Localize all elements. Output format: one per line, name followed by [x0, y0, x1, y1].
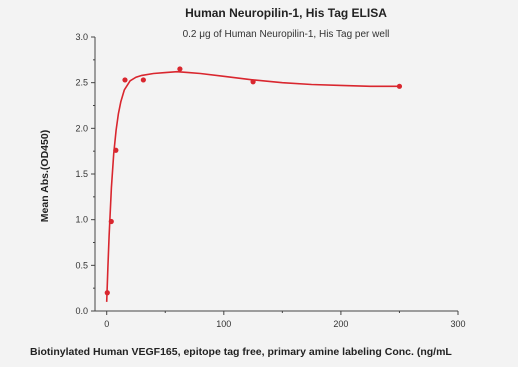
y-tick-label: 0.0 — [75, 306, 88, 316]
chart-title: Human Neuropilin-1, His Tag ELISA — [185, 6, 387, 20]
data-point — [177, 66, 183, 72]
y-tick-label: 1.0 — [75, 215, 88, 225]
x-axis-label: Biotinylated Human VEGF165, epitope tag … — [30, 346, 452, 358]
x-tick-label: 200 — [333, 319, 348, 329]
data-point — [140, 77, 146, 83]
y-tick-label: 3.0 — [75, 32, 88, 42]
data-point — [396, 83, 403, 89]
y-tick-label: 2.5 — [75, 78, 88, 88]
y-tick-label: 1.5 — [75, 169, 88, 179]
y-axis-label: Mean Abs.(OD450) — [39, 130, 51, 222]
x-tick-label: 300 — [450, 319, 465, 329]
y-tick-label: 2.0 — [75, 123, 88, 133]
data-point — [250, 79, 256, 85]
y-tick-label: 0.5 — [75, 260, 88, 270]
plot-area: 0.0 0.5 1.0 1.5 2.0 2.5 3.0 0 100 200 300 — [75, 32, 465, 329]
data-point — [104, 290, 110, 296]
x-tick-label: 100 — [216, 319, 231, 329]
x-tick-label: 0 — [104, 319, 109, 329]
data-point — [108, 218, 114, 225]
data-point — [113, 147, 119, 153]
data-point — [122, 77, 128, 83]
fit-curve — [105, 70, 400, 302]
chart-subtitle: 0.2 μg of Human Neuropilin-1, His Tag pe… — [183, 29, 390, 40]
